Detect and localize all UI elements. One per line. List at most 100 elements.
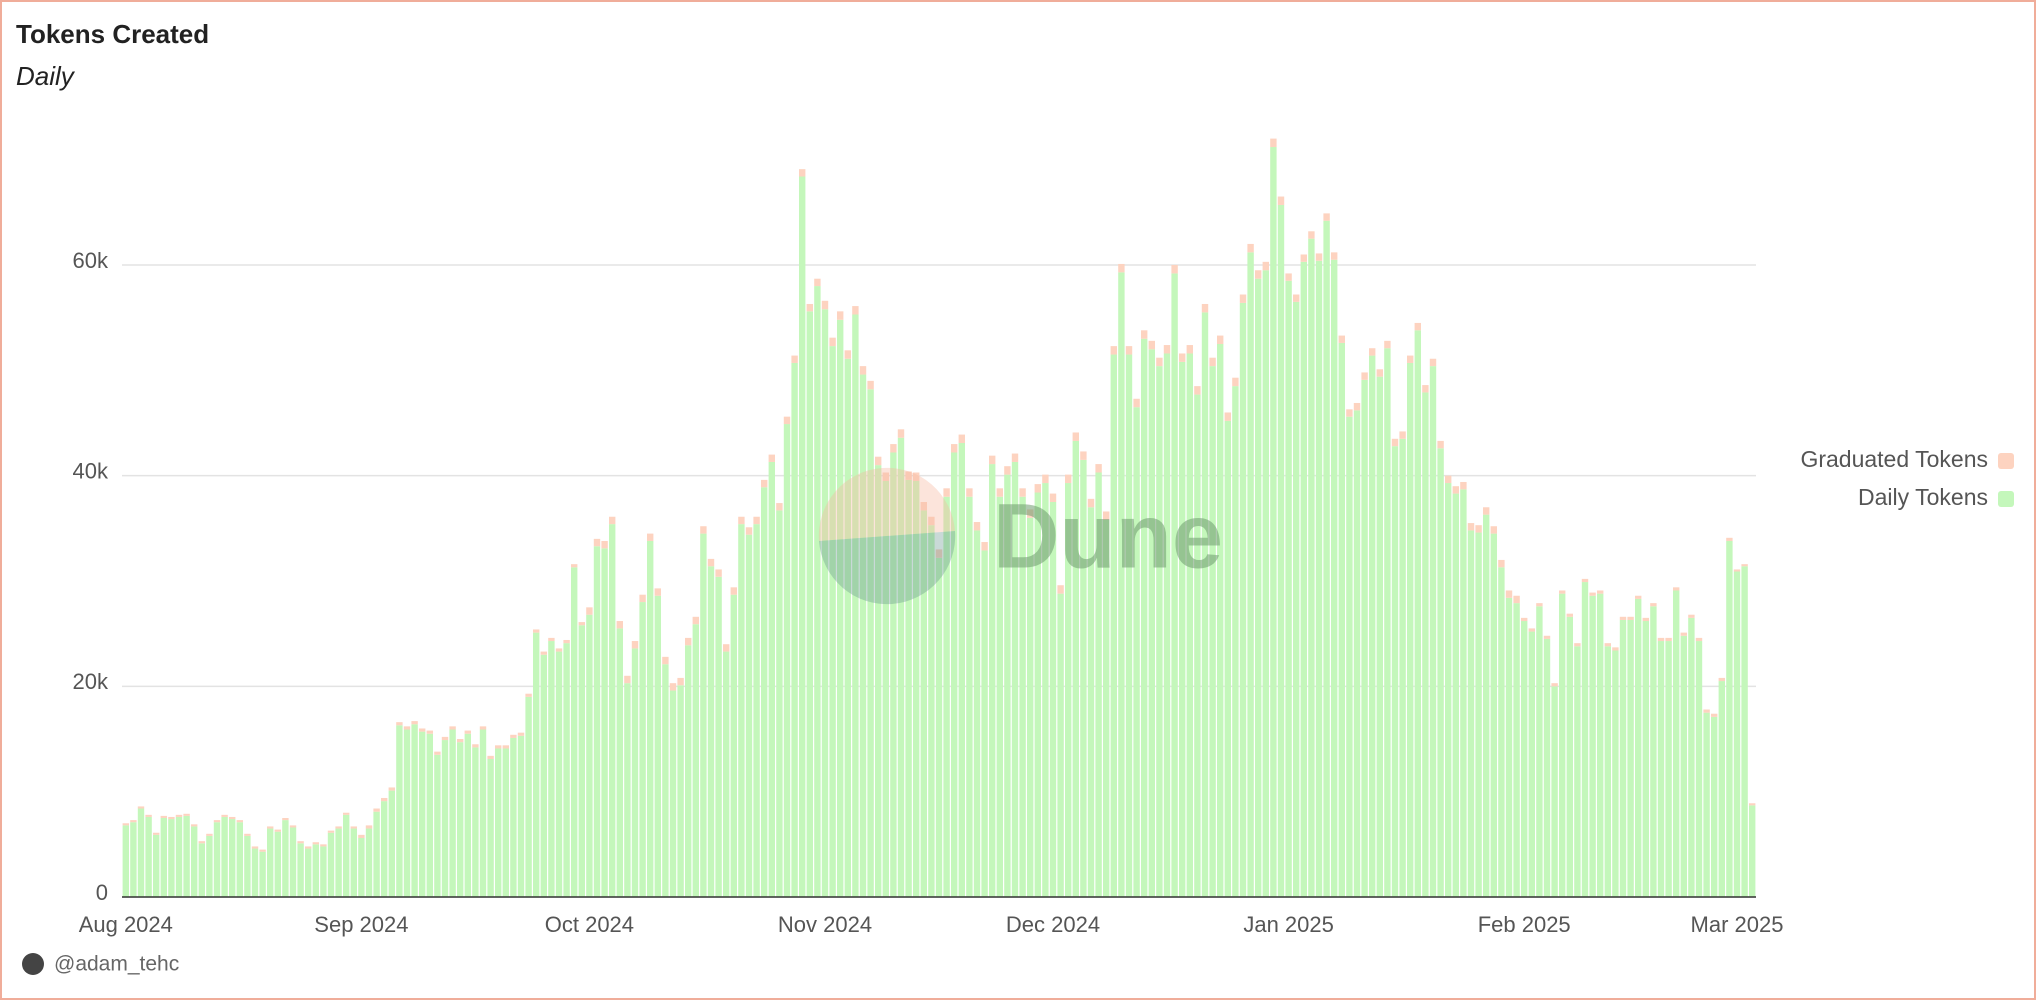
- bar-segment: [1224, 420, 1231, 897]
- bar-segment: [593, 546, 601, 897]
- bar-segment: [130, 820, 137, 823]
- bar-segment: [1217, 335, 1224, 344]
- bar-segment: [1118, 272, 1125, 898]
- bar-segment: [829, 346, 836, 897]
- bar-segment: [1650, 603, 1657, 607]
- bar-segment: [920, 502, 927, 511]
- bar-segment: [1262, 261, 1269, 271]
- bar-segment: [1315, 253, 1323, 261]
- bar-segment: [981, 550, 988, 897]
- bar-segment: [821, 300, 829, 310]
- bar-segment: [441, 736, 449, 741]
- bar-segment: [837, 311, 844, 320]
- bar-segment: [1566, 616, 1573, 897]
- bar-segment: [1718, 677, 1725, 682]
- bar-segment: [1505, 597, 1513, 897]
- bar-segment: [1437, 440, 1444, 449]
- bar-segment: [1597, 590, 1604, 594]
- bar-segment: [160, 815, 167, 818]
- bar-segment: [1034, 484, 1041, 493]
- x-tick-label: Aug 2024: [79, 912, 173, 937]
- bar-segment: [814, 278, 821, 287]
- bar-segment: [388, 787, 395, 791]
- bar-segment: [1087, 507, 1095, 897]
- bar-segment: [1004, 466, 1011, 475]
- bar-segment: [289, 827, 297, 897]
- bar-segment: [1095, 464, 1102, 473]
- bar-segment: [1255, 270, 1262, 279]
- bar-segment: [1688, 617, 1695, 897]
- bar-segment: [654, 588, 661, 596]
- bar-segment: [669, 683, 677, 691]
- bar-segment: [616, 628, 623, 897]
- bar-segment: [989, 455, 996, 465]
- bar-segment: [745, 534, 753, 897]
- bar-segment: [1559, 593, 1566, 897]
- bar-segment: [943, 496, 950, 897]
- bar-segment: [753, 516, 760, 525]
- bar-segment: [1566, 613, 1573, 617]
- bar-segment: [1528, 628, 1535, 632]
- bar-segment: [274, 831, 281, 897]
- bar-segment: [411, 724, 418, 897]
- bar-segment: [1452, 486, 1459, 494]
- watermark-logo: [818, 467, 955, 541]
- bar-segment: [472, 747, 479, 897]
- bar-segment: [251, 848, 259, 897]
- legend-label: Daily Tokens: [1858, 484, 1988, 510]
- bar-segment: [1604, 646, 1611, 897]
- bar-segment: [639, 594, 646, 603]
- bar-segment: [631, 648, 639, 897]
- bar-segment: [1612, 647, 1619, 651]
- bar-segment: [236, 820, 243, 823]
- bar-segment: [1657, 637, 1665, 642]
- bar-segment: [1049, 502, 1057, 897]
- bar-segment: [1057, 593, 1064, 897]
- bar-segment: [1156, 357, 1163, 367]
- bar-segment: [350, 828, 357, 897]
- bar-segment: [601, 548, 608, 897]
- x-tick-label: Dec 2024: [1006, 912, 1100, 937]
- bar-segment: [867, 380, 874, 390]
- bar-segment: [555, 651, 563, 897]
- bar-segment: [267, 826, 274, 829]
- bar-segment: [305, 848, 312, 897]
- bar-segment: [517, 732, 525, 736]
- bar-segment: [1072, 432, 1079, 441]
- bar-segment: [1308, 238, 1315, 897]
- bar-segment: [449, 726, 456, 730]
- bar-segment: [1361, 372, 1368, 380]
- bar-segment: [1034, 492, 1041, 897]
- bar-segment: [859, 366, 867, 375]
- legend-swatch: [1998, 453, 2014, 469]
- author[interactable]: @adam_tehc: [54, 953, 179, 976]
- bar-segment: [510, 734, 517, 738]
- bar-segment: [487, 755, 494, 760]
- bar-segment: [966, 488, 973, 497]
- bar-segment: [457, 742, 464, 897]
- bar-segment: [312, 842, 319, 845]
- bar-segment: [1399, 438, 1406, 897]
- bar-segment: [1551, 686, 1558, 897]
- bar-segment: [1247, 252, 1254, 898]
- bar-segment: [411, 721, 418, 725]
- bar-segment: [206, 833, 213, 836]
- bar-segment: [213, 820, 221, 823]
- bar-segment: [1171, 265, 1178, 274]
- bar-segment: [236, 822, 243, 897]
- bar-segment: [1399, 431, 1406, 439]
- bar-segment: [517, 735, 525, 897]
- bar-segment: [1118, 263, 1125, 273]
- bar-segment: [1733, 569, 1741, 572]
- bar-segment: [1194, 386, 1201, 395]
- bar-segment: [1277, 196, 1285, 205]
- plot-area: 0 20k 40k 60k Aug 2024 Sep 2024 Oct 2024 Nov 20…: [73, 138, 1783, 937]
- bar-segment: [1581, 582, 1589, 897]
- bar-segment: [935, 549, 943, 558]
- bar-segment: [153, 834, 160, 897]
- bar-segment: [1376, 376, 1383, 897]
- bar-segment: [206, 835, 213, 897]
- bar-segment: [1027, 517, 1034, 897]
- bar-segment: [1209, 357, 1216, 367]
